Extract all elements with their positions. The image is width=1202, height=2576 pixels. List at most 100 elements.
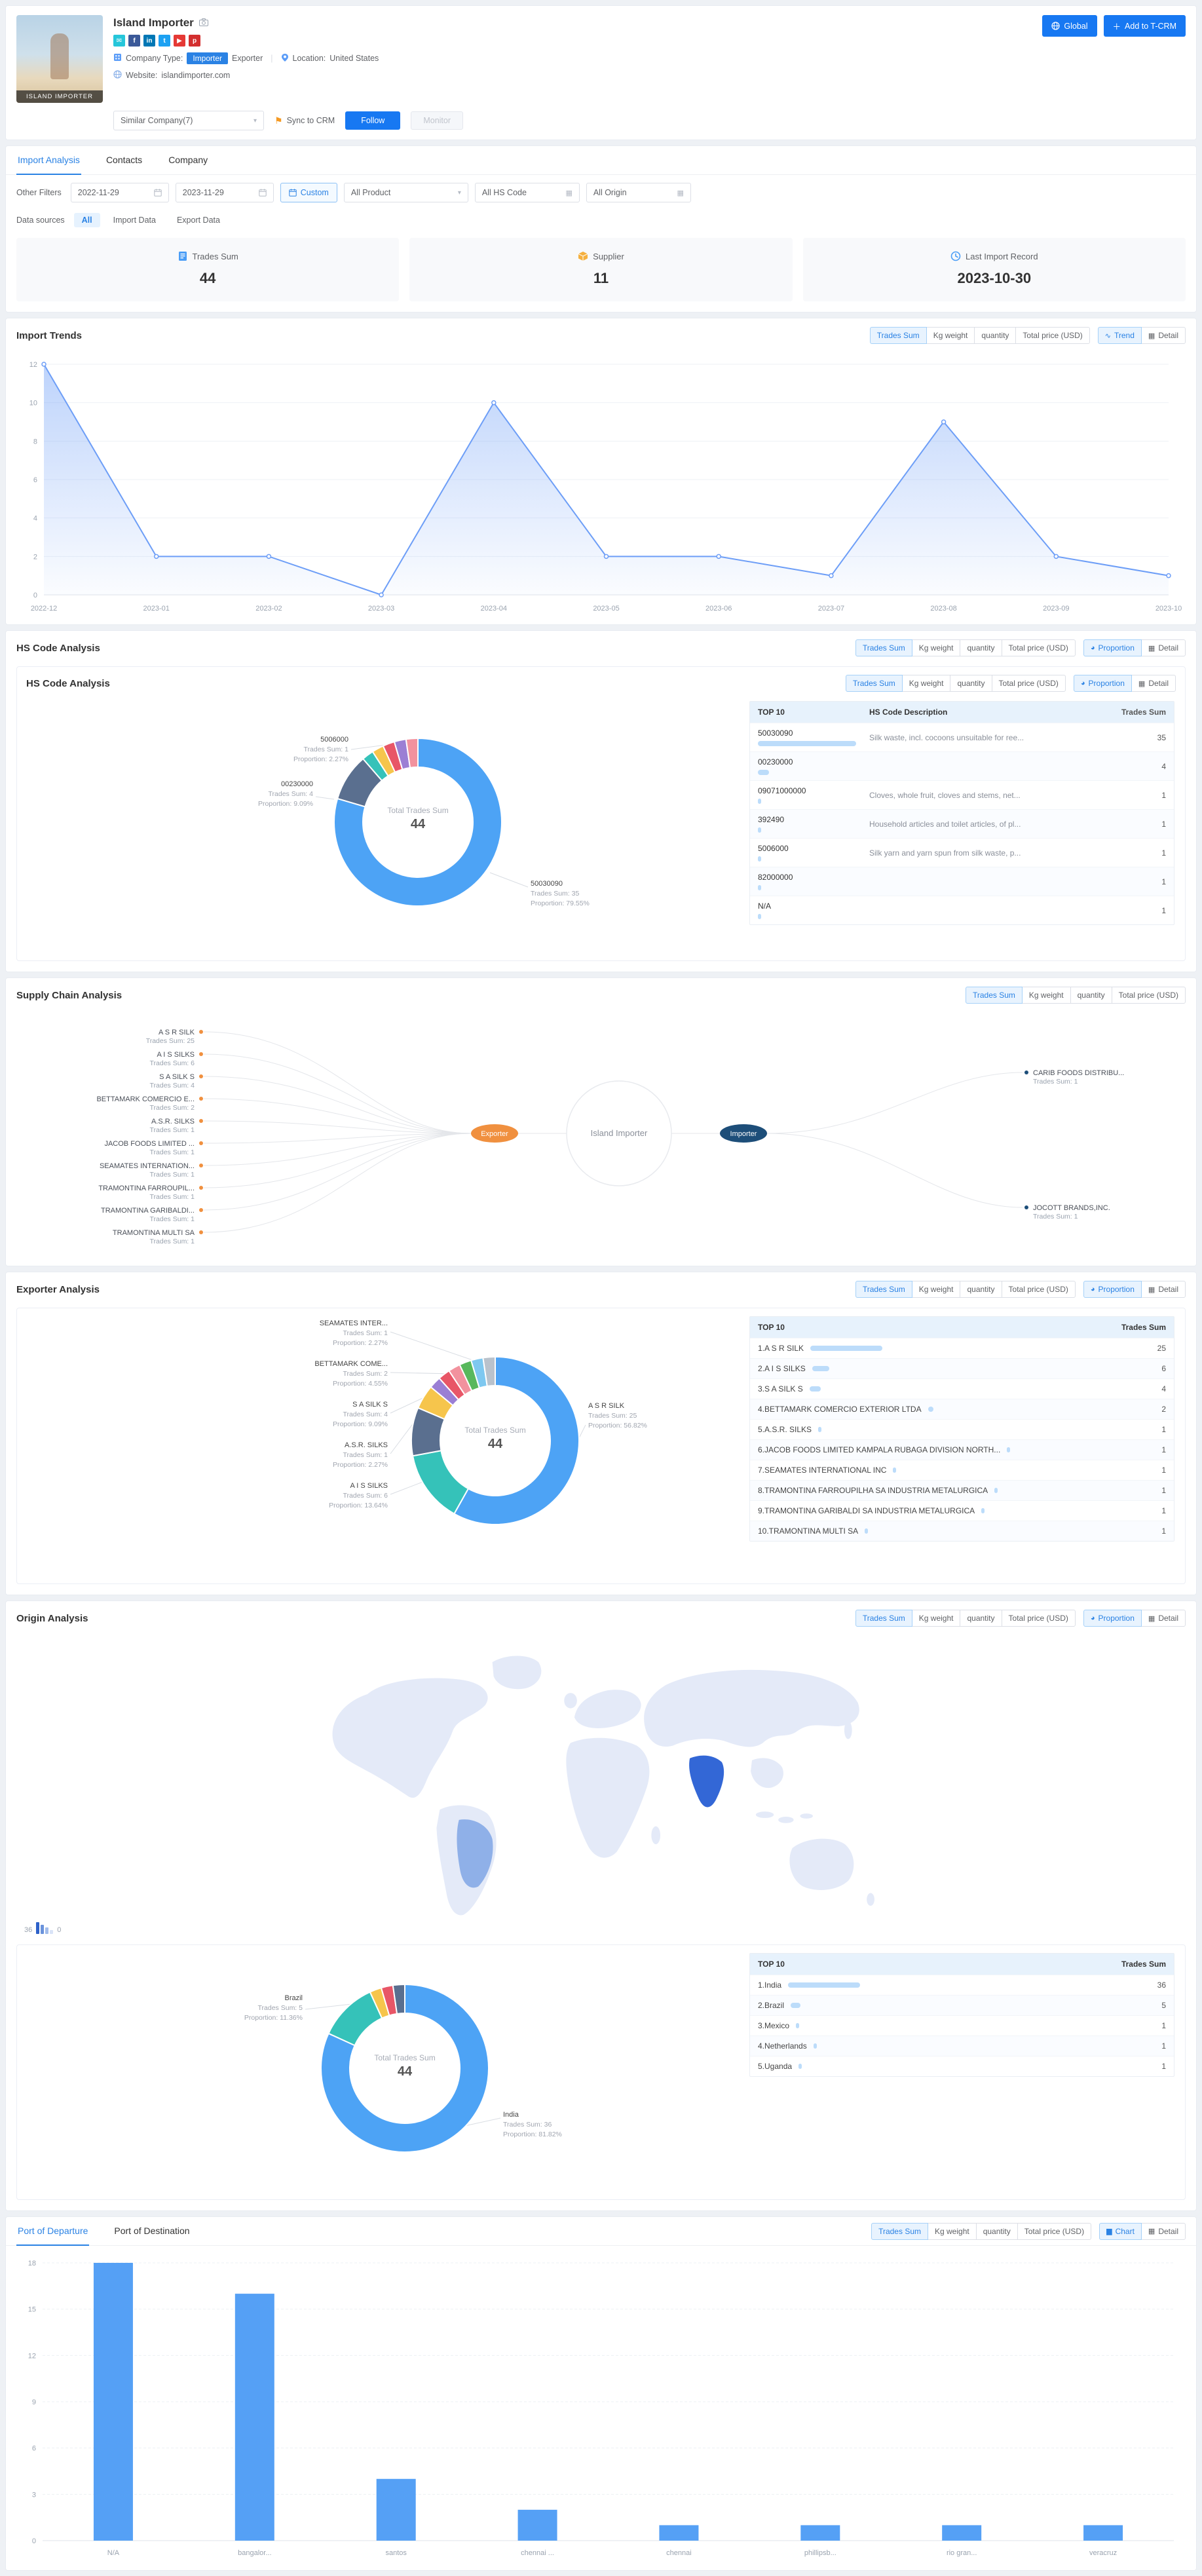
table-row[interactable]: 4.BETTAMARK COMERCIO EXTERIOR LTDA 2 xyxy=(750,1399,1174,1419)
product-select[interactable]: All Product ▾ xyxy=(343,183,468,202)
company-type-label: Company Type: xyxy=(126,54,183,63)
metric-button[interactable]: quantity xyxy=(960,1610,1002,1627)
toggle-icon: ∿ xyxy=(1104,331,1111,340)
table-row[interactable]: N/A 1 xyxy=(750,896,1174,924)
view-toggle-button[interactable]: ◕ Proportion xyxy=(1073,675,1132,692)
twitter-icon[interactable]: t xyxy=(159,35,170,47)
view-toggle-button[interactable]: ◕ Proportion xyxy=(1083,1281,1142,1298)
table-row[interactable]: 8.TRAMONTINA FARROUPILHA SA INDUSTRIA ME… xyxy=(750,1480,1174,1500)
monitor-button[interactable]: Monitor xyxy=(411,111,464,130)
metric-button[interactable]: Total price (USD) xyxy=(1017,2222,1092,2240)
company-type-importer-tag[interactable]: Importer xyxy=(187,52,229,64)
view-toggle-button[interactable]: ▦ Detail xyxy=(1140,1610,1186,1627)
metric-button[interactable]: Total price (USD) xyxy=(991,675,1066,692)
table-row[interactable]: 00230000 4 xyxy=(750,751,1174,780)
website-link[interactable]: islandimporter.com xyxy=(161,71,231,80)
view-toggle-button[interactable]: ▦ Detail xyxy=(1140,1281,1186,1298)
metric-button[interactable]: Trades Sum xyxy=(845,675,903,692)
metric-button[interactable]: Trades Sum xyxy=(855,639,912,656)
metric-button[interactable]: Trades Sum xyxy=(855,1610,912,1627)
location-label: Location: xyxy=(292,54,326,63)
table-row[interactable]: 5006000 Silk yarn and yarn spun from sil… xyxy=(750,838,1174,867)
custom-date-button[interactable]: Custom xyxy=(280,183,337,202)
metric-button[interactable]: quantity xyxy=(960,639,1002,656)
metric-button[interactable]: quantity xyxy=(974,327,1017,344)
pinterest-icon[interactable]: p xyxy=(189,35,200,47)
table-row[interactable]: 2.Brazil 5 xyxy=(750,1995,1174,2015)
camera-icon[interactable] xyxy=(198,18,208,28)
view-toggle-button[interactable]: ◕ Proportion xyxy=(1083,639,1142,656)
linkedin-icon[interactable]: in xyxy=(143,35,155,47)
metric-button[interactable]: Kg weight xyxy=(911,1610,961,1627)
follow-button[interactable]: Follow xyxy=(345,111,401,130)
similar-company-select[interactable]: Similar Company(7) ▾ xyxy=(113,111,264,130)
data-source-option[interactable]: Import Data xyxy=(113,216,156,225)
metric-button[interactable]: Kg weight xyxy=(928,2222,977,2240)
main-tab[interactable]: Import Analysis xyxy=(16,146,81,175)
table-row[interactable]: 392490 Household articles and toilet art… xyxy=(750,809,1174,838)
table-row[interactable]: 09071000000 Cloves, whole fruit, cloves … xyxy=(750,780,1174,809)
date-to-input[interactable]: 2023-11-29 xyxy=(175,183,274,202)
table-row[interactable]: 2.A I S SILKS 6 xyxy=(750,1358,1174,1378)
metric-button[interactable]: Kg weight xyxy=(901,675,951,692)
metric-button[interactable]: Total price (USD) xyxy=(1001,1610,1076,1627)
origin-select[interactable]: All Origin ▦ xyxy=(586,183,691,202)
date-from-input[interactable]: 2022-11-29 xyxy=(70,183,169,202)
view-toggle-button[interactable]: ∿ Trend xyxy=(1097,327,1142,344)
metric-button[interactable]: Kg weight xyxy=(926,327,975,344)
svg-text:CARIB FOODS DISTRIBU...: CARIB FOODS DISTRIBU... xyxy=(1033,1069,1124,1077)
table-row[interactable]: 1.A S R SILK 25 xyxy=(750,1338,1174,1358)
table-row[interactable]: 3.S A SILK S 4 xyxy=(750,1378,1174,1399)
data-source-option[interactable]: Export Data xyxy=(176,216,220,225)
metric-button[interactable]: Kg weight xyxy=(1021,987,1071,1004)
metric-button[interactable]: quantity xyxy=(975,2222,1018,2240)
metric-button[interactable]: Trades Sum xyxy=(869,327,927,344)
company-type-exporter[interactable]: Exporter xyxy=(232,54,263,63)
table-row[interactable]: 3.Mexico 1 xyxy=(750,2015,1174,2036)
metric-button[interactable]: Total price (USD) xyxy=(1111,987,1186,1004)
table-row[interactable]: 10.TRAMONTINA MULTI SA 1 xyxy=(750,1521,1174,1541)
table-row[interactable]: 7.SEAMATES INTERNATIONAL INC 1 xyxy=(750,1460,1174,1480)
main-tab[interactable]: Company xyxy=(168,155,208,165)
table-row[interactable]: 5.A.S.R. SILKS 1 xyxy=(750,1419,1174,1439)
port-tab[interactable]: Port of Destination xyxy=(114,2226,190,2236)
view-toggle-button[interactable]: ▦ Detail xyxy=(1140,639,1186,656)
facebook-icon[interactable]: f xyxy=(128,35,140,47)
table-row[interactable]: 4.Netherlands 1 xyxy=(750,2036,1174,2056)
view-toggle-button[interactable]: ▦ Detail xyxy=(1131,675,1176,692)
port-tab[interactable]: Port of Departure xyxy=(16,2217,90,2246)
table-row[interactable]: 82000000 1 xyxy=(750,867,1174,896)
metric-button[interactable]: Kg weight xyxy=(911,1281,961,1298)
table-row[interactable]: 5.Uganda 1 xyxy=(750,2056,1174,2076)
main-tab[interactable]: Contacts xyxy=(105,155,143,165)
view-toggle-button[interactable]: ◕ Proportion xyxy=(1083,1610,1142,1627)
metric-switch: Trades Sum Kg weight quantity Total price (… xyxy=(845,675,1066,692)
email-icon[interactable]: ✉ xyxy=(113,35,125,47)
metric-button[interactable]: quantity xyxy=(950,675,992,692)
table-row[interactable]: 6.JACOB FOODS LIMITED KAMPALA RUBAGA DIV… xyxy=(750,1439,1174,1460)
metric-button[interactable]: Trades Sum xyxy=(965,987,1023,1004)
view-toggle-button[interactable]: ▦ Detail xyxy=(1140,327,1186,344)
add-to-crm-button[interactable]: ＋ Add to T-CRM xyxy=(1103,15,1186,37)
donut-callout: BETTAMARK COME... Trades Sum: 2 Proporti… xyxy=(314,1360,388,1388)
view-toggle-button[interactable]: ▦ Detail xyxy=(1140,2222,1186,2240)
metric-button[interactable]: Trades Sum xyxy=(855,1281,912,1298)
metric-button[interactable]: Trades Sum xyxy=(871,2222,928,2240)
youtube-icon[interactable]: ▶ xyxy=(174,35,185,47)
hs-code-select[interactable]: All HS Code ▦ xyxy=(474,183,580,202)
sync-to-crm-button[interactable]: ⚑ Sync to CRM xyxy=(274,115,335,126)
metric-button[interactable]: Total price (USD) xyxy=(1001,1281,1076,1298)
metric-button[interactable]: Kg weight xyxy=(911,639,961,656)
metric-button[interactable]: Total price (USD) xyxy=(1015,327,1090,344)
donut-callout: SEAMATES INTER... Trades Sum: 1 Proporti… xyxy=(319,1319,388,1348)
metric-button[interactable]: quantity xyxy=(960,1281,1002,1298)
data-source-option[interactable]: All xyxy=(73,213,100,227)
metric-button[interactable]: quantity xyxy=(1070,987,1112,1004)
metric-button[interactable]: Total price (USD) xyxy=(1001,639,1076,656)
table-row[interactable]: 50030090 Silk waste, incl. cocoons unsui… xyxy=(750,723,1174,751)
view-toggle-button[interactable]: ▆ Chart xyxy=(1099,2222,1142,2240)
table-row[interactable]: 9.TRAMONTINA GARIBALDI SA INDUSTRIA META… xyxy=(750,1500,1174,1521)
global-button[interactable]: Global xyxy=(1042,15,1097,37)
table-row[interactable]: 1.India 36 xyxy=(750,1975,1174,1995)
